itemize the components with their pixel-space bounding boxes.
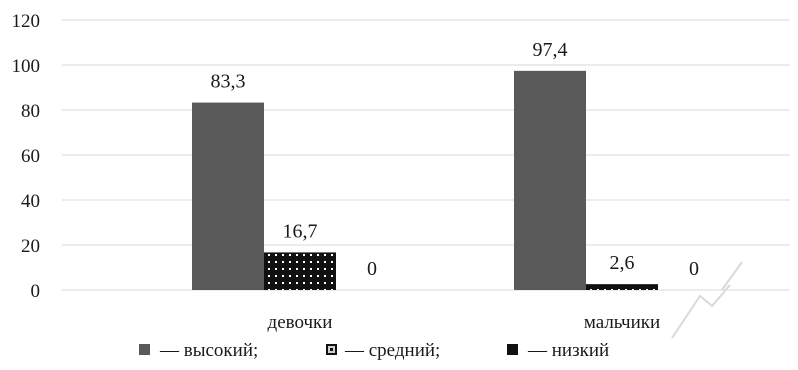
y-axis-ticks: 0 20 40 60 80 100 120	[12, 11, 41, 302]
y-tick-label: 40	[21, 191, 40, 212]
bar-высокий-мальчики	[514, 70, 586, 290]
legend-label: — средний;	[344, 340, 440, 361]
legend-swatch-средний	[326, 344, 337, 355]
y-tick-label: 60	[21, 146, 40, 167]
legend-label: — высокий;	[159, 340, 258, 361]
legend-swatch-низкий	[507, 344, 518, 355]
y-tick-label: 0	[31, 281, 41, 302]
bar-средний-мальчики	[586, 284, 658, 290]
y-tick-label: 100	[12, 56, 41, 77]
data-label: 16,7	[283, 220, 318, 242]
y-tick-label: 20	[21, 236, 40, 257]
category-label: девочки	[268, 312, 333, 333]
bar-высокий-девочки	[192, 102, 264, 290]
data-label: 97,4	[533, 39, 568, 61]
y-tick-label: 80	[21, 101, 40, 122]
category-label: мальчики	[584, 312, 660, 333]
data-label: 0	[367, 258, 377, 280]
bars	[192, 70, 658, 290]
legend-swatch-высокий	[139, 344, 150, 355]
bar-средний-девочки	[264, 252, 336, 290]
y-tick-label: 120	[12, 11, 41, 32]
legend: — высокий; — средний; — низкий	[139, 340, 609, 361]
data-labels: 83,3 16,7 0 97,4 2,6 0	[211, 39, 700, 280]
legend-label: — низкий	[527, 340, 609, 361]
gridlines	[62, 19, 790, 291]
data-label: 2,6	[610, 252, 635, 274]
data-label: 83,3	[211, 71, 246, 93]
category-labels: девочки мальчики	[268, 312, 661, 333]
watermark-mark	[671, 261, 743, 339]
data-label: 0	[689, 258, 699, 280]
